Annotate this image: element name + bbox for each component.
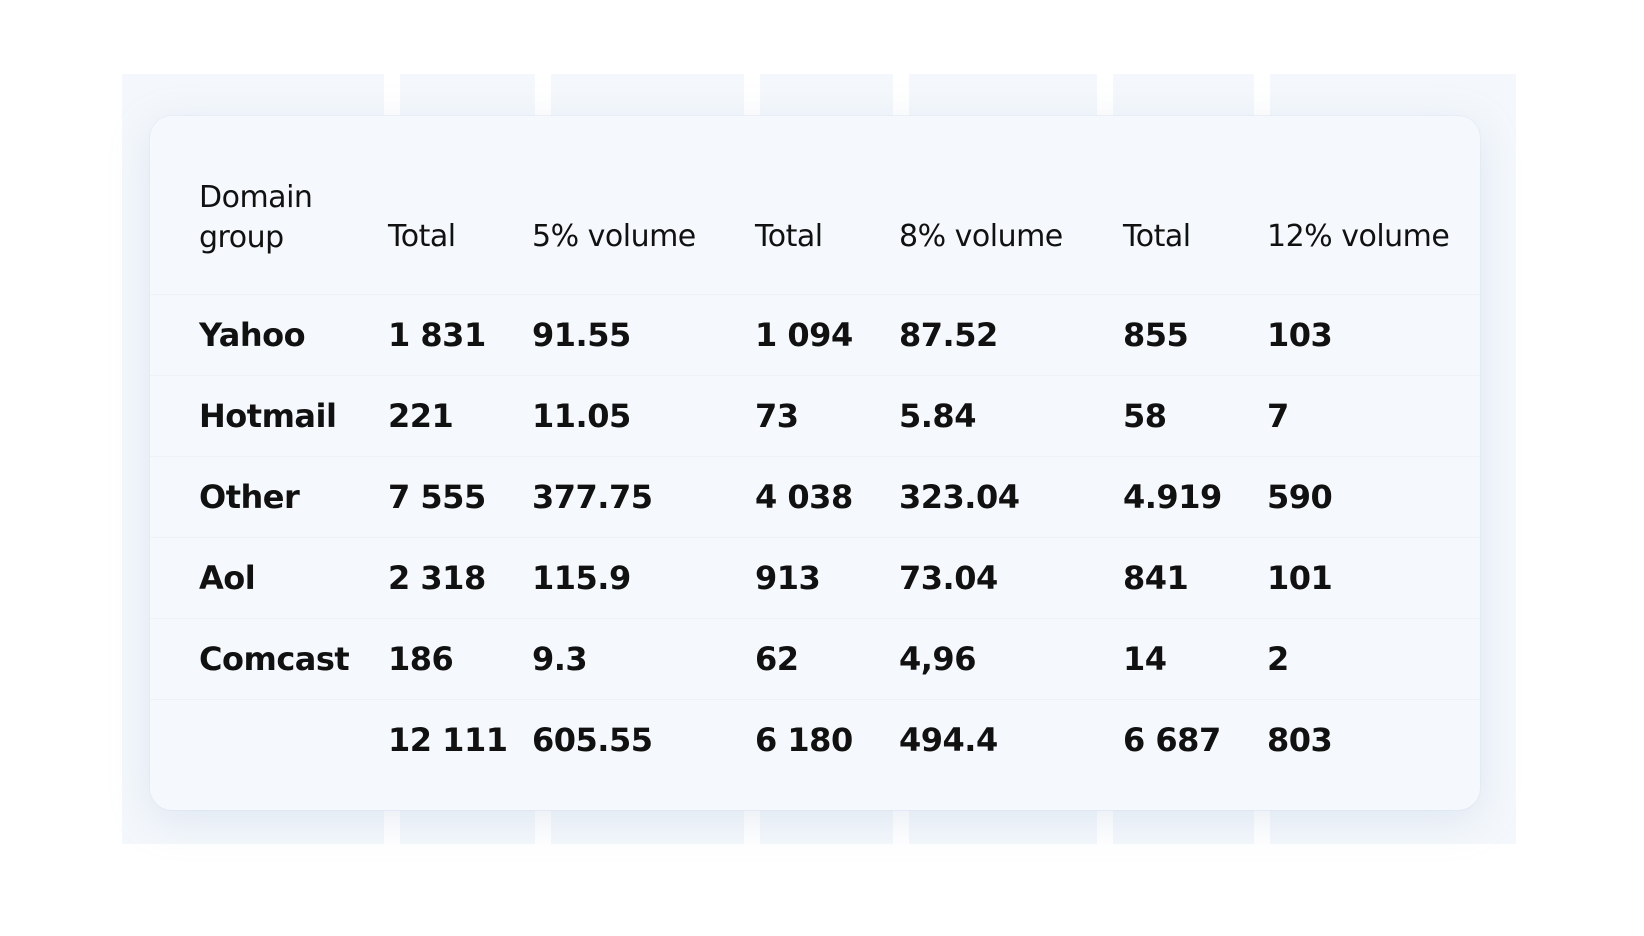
table-cell: 2 318 [388,558,486,597]
row-divider [150,537,1480,538]
table-cell: 841 [1123,558,1189,597]
header-total-12: Total [1123,219,1191,254]
row-divider [150,294,1480,295]
table-cell: 7 [1267,396,1289,435]
header-8-volume: 8% volume [899,219,1063,254]
table-cell: 58 [1123,396,1167,435]
row-divider [150,456,1480,457]
table-cell: 101 [1267,558,1333,597]
table-cell: 590 [1267,477,1333,516]
header-12-volume: 12% volume [1267,219,1450,254]
table-cell: 115.9 [532,558,631,597]
table-cell: 73 [755,396,799,435]
table-cell: 855 [1123,315,1189,354]
table-cell: 1 831 [388,315,486,354]
table-cell: 1 094 [755,315,853,354]
table-cell: 4,96 [899,639,976,678]
table-cell: 5.84 [899,396,976,435]
table-cell: 913 [755,558,821,597]
table-cell: 91.55 [532,315,631,354]
row-label [150,699,374,780]
row-divider [150,618,1480,619]
row-label: Yahoo [199,315,306,354]
table-cell: 7 555 [388,477,486,516]
table-cell: 323.04 [899,477,1020,516]
table-cell: 2 [1267,639,1289,678]
table-cell: 9.3 [532,639,588,678]
table-cell: 4.919 [1123,477,1222,516]
table-cell: 14 [1123,639,1167,678]
total-cell: 12 111 [388,720,508,759]
table-cell: 377.75 [532,477,653,516]
table-cell: 103 [1267,315,1333,354]
row-label: Other [199,477,300,516]
data-table: Domain group Total 5% volume Total 8% vo… [150,116,1480,810]
total-cell: 494.4 [899,720,998,759]
table-cell: 221 [388,396,454,435]
header-total-5: Total [388,219,456,254]
data-table-card: Domain group Total 5% volume Total 8% vo… [150,116,1480,810]
total-cell: 803 [1267,720,1333,759]
total-cell: 6 687 [1123,720,1221,759]
row-label: Comcast [199,639,350,678]
total-cell: 6 180 [755,720,853,759]
row-divider [150,375,1480,376]
row-label: Aol [199,558,256,597]
table-cell: 87.52 [899,315,998,354]
table-cell: 73.04 [899,558,998,597]
header-total-8: Total [755,219,823,254]
total-cell: 605.55 [532,720,653,759]
table-cell: 4 038 [755,477,853,516]
header-domain-group: Domain group [199,180,313,255]
table-cell: 62 [755,639,799,678]
row-label: Hotmail [199,396,337,435]
row-divider [150,699,1480,700]
header-5-volume: 5% volume [532,219,696,254]
table-cell: 186 [388,639,454,678]
table-cell: 11.05 [532,396,631,435]
